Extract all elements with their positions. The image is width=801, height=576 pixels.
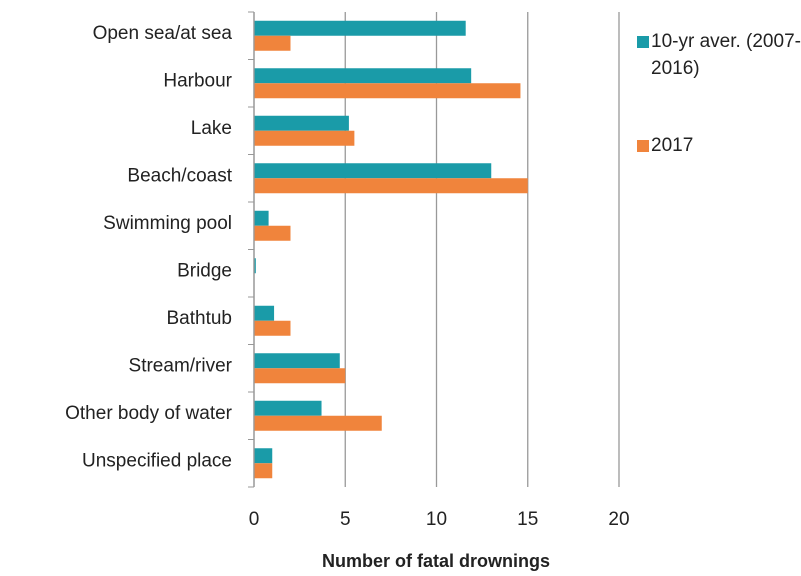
x-tick-label: 20 [608, 509, 629, 530]
bar [254, 115, 349, 131]
x-tick-label: 10 [426, 509, 447, 530]
legend-swatch [637, 140, 649, 152]
x-tick-label: 15 [517, 509, 538, 530]
bar [254, 448, 273, 464]
bar [254, 353, 340, 369]
bar [254, 225, 291, 241]
bar [254, 68, 472, 84]
y-tick-label: Other body of water [65, 403, 233, 424]
bar [254, 20, 466, 36]
bar [254, 463, 273, 479]
bar [254, 178, 528, 194]
legend-swatch [637, 36, 649, 48]
bar [254, 320, 291, 336]
bar [254, 210, 269, 226]
y-tick-label: Swimming pool [103, 213, 232, 234]
bar [254, 83, 521, 99]
bar [254, 305, 275, 321]
y-tick-label: Unspecified place [82, 450, 232, 471]
y-tick-label: Open sea/at sea [93, 23, 233, 44]
y-tick-label: Harbour [163, 70, 232, 91]
y-tick-label: Bridge [177, 260, 232, 281]
bar [254, 400, 322, 416]
x-tick-label: 0 [249, 509, 260, 530]
x-tick-label: 5 [340, 509, 351, 530]
y-tick-label: Lake [191, 118, 232, 139]
y-tick-label: Beach/coast [127, 165, 232, 186]
x-axis-title: Number of fatal drownings [322, 551, 550, 571]
y-tick-label: Bathtub [167, 308, 233, 329]
y-tick-label: Stream/river [129, 355, 233, 376]
legend-label: 10-yr aver. (2007-2016) [651, 31, 801, 79]
bar [254, 163, 492, 179]
bar [254, 368, 346, 384]
bar [254, 415, 382, 431]
bar [254, 35, 291, 51]
bar [254, 258, 256, 274]
legend-label: 2017 [651, 135, 694, 156]
bar [254, 130, 355, 146]
